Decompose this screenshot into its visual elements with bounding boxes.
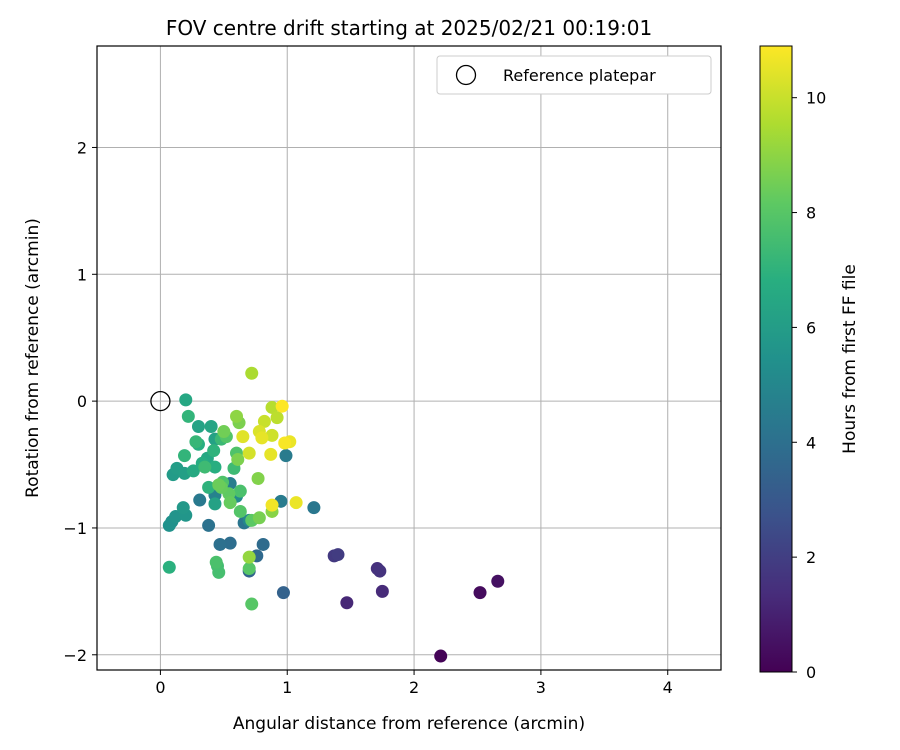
data-point (181, 409, 195, 423)
data-point (217, 425, 231, 439)
colorbar-tick-label: 6 (806, 318, 816, 337)
legend-box (436, 55, 712, 95)
data-point (245, 597, 259, 611)
x-tick-label: 3 (536, 678, 546, 697)
data-point (276, 586, 290, 600)
x-tick-label: 2 (409, 678, 419, 697)
data-point (233, 484, 247, 498)
data-point (202, 518, 216, 532)
data-point (236, 430, 250, 444)
data-point (213, 537, 227, 551)
chart-title: FOV centre drift starting at 2025/02/21 … (166, 16, 652, 40)
y-axis-ticks: −2 −1 0 1 2 (63, 138, 97, 665)
data-point (191, 419, 205, 433)
x-tick-label: 4 (663, 678, 673, 697)
colorbar: 0 2 4 6 8 10 Hours from first FF file (759, 45, 860, 682)
x-axis-label: Angular distance from reference (arcmin) (233, 714, 585, 734)
data-point (212, 478, 226, 492)
colorbar-tick-label: 10 (806, 89, 826, 108)
data-point (223, 496, 237, 510)
colorbar-ticks: 0 2 4 6 8 10 (792, 89, 826, 682)
data-point (289, 496, 303, 510)
data-point (209, 555, 223, 569)
colorbar-label: Hours from first FF file (840, 264, 860, 454)
data-point (223, 536, 237, 550)
data-point (265, 498, 279, 512)
data-point (251, 471, 265, 485)
y-tick-label: 1 (77, 265, 87, 284)
data-point (279, 449, 293, 463)
y-axis-label: Rotation from reference (arcmin) (23, 218, 43, 498)
data-point (331, 548, 345, 562)
legend: Reference platepar (436, 55, 712, 95)
plot-frame (96, 45, 722, 671)
data-point (265, 400, 279, 414)
data-point (340, 596, 354, 610)
colorbar-tick-label: 2 (806, 548, 816, 567)
y-tick-label: −2 (63, 646, 87, 665)
data-point (204, 419, 218, 433)
data-point (179, 393, 193, 407)
data-point (186, 464, 200, 478)
data-point (375, 584, 389, 598)
data-point (265, 428, 279, 442)
data-point (242, 562, 256, 576)
grid (97, 46, 721, 670)
data-point (270, 411, 284, 425)
data-point (257, 414, 271, 428)
data-point (208, 497, 222, 511)
y-tick-label: 0 (77, 392, 87, 411)
x-tick-label: 1 (282, 678, 292, 697)
data-points (162, 366, 505, 663)
data-point (491, 574, 505, 588)
x-axis-ticks: 0 1 2 3 4 (155, 670, 673, 697)
data-point (176, 501, 190, 515)
data-point (198, 460, 212, 474)
plot-area (97, 46, 721, 670)
data-point (307, 501, 321, 515)
data-point (373, 564, 387, 578)
colorbar-tick-label: 8 (806, 204, 816, 223)
data-point (193, 493, 207, 507)
data-point (189, 435, 203, 449)
reference-marker-group (150, 390, 171, 412)
data-point (278, 436, 292, 450)
data-point (212, 565, 226, 579)
data-point (230, 409, 244, 423)
data-point (255, 431, 269, 445)
reference-platepar-marker (150, 390, 171, 412)
data-point (169, 510, 183, 524)
data-point (264, 447, 278, 461)
data-point (178, 449, 192, 463)
colorbar-gradient (759, 45, 793, 673)
data-point (207, 444, 221, 458)
data-point (162, 560, 176, 574)
legend-marker-icon (455, 64, 477, 86)
data-point (242, 446, 256, 460)
data-point (256, 537, 270, 551)
data-point (202, 480, 216, 494)
data-point (233, 504, 247, 518)
y-tick-label: −1 (63, 519, 87, 538)
y-tick-label: 2 (77, 138, 87, 157)
colorbar-tick-label: 4 (806, 433, 816, 452)
legend-entry-reference: Reference platepar (503, 66, 656, 85)
data-point (242, 550, 256, 564)
data-point (434, 649, 448, 663)
x-tick-label: 0 (155, 678, 165, 697)
data-point (473, 586, 487, 600)
data-point (245, 366, 259, 380)
colorbar-tick-label: 0 (806, 663, 816, 682)
data-point (252, 511, 266, 525)
data-point (208, 460, 222, 474)
data-point (275, 399, 289, 413)
data-point (231, 452, 245, 466)
